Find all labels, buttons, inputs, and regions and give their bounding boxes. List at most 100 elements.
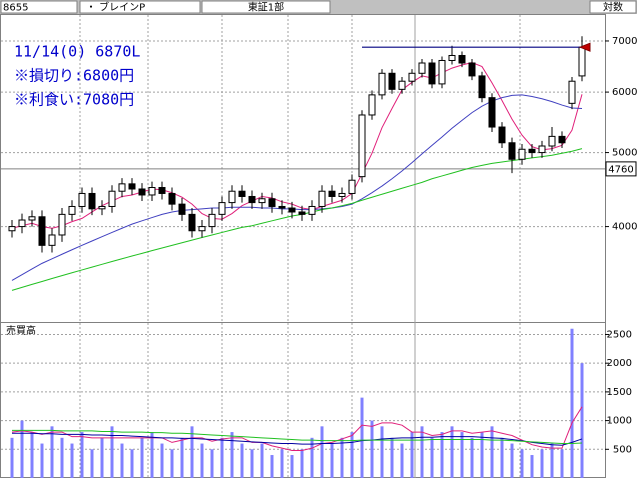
header-box bbox=[79, 0, 201, 14]
volume-bar bbox=[390, 437, 394, 478]
candle-body bbox=[38, 216, 46, 246]
candle-body bbox=[298, 211, 306, 215]
volume-bar bbox=[200, 443, 204, 478]
header-box bbox=[589, 0, 637, 14]
candle-body bbox=[478, 75, 486, 99]
candle-body bbox=[398, 80, 406, 90]
moving-average bbox=[11, 148, 583, 291]
header-box bbox=[201, 0, 331, 14]
volume-bar bbox=[430, 437, 434, 478]
volume-bar bbox=[520, 449, 524, 478]
candle-body bbox=[148, 187, 156, 196]
volume-bar bbox=[40, 443, 44, 478]
volume-bar bbox=[20, 420, 24, 478]
annotation: ※利食い:7080円 bbox=[14, 91, 134, 109]
volume-bar bbox=[440, 432, 444, 478]
price-marker-box bbox=[605, 161, 637, 177]
candle-body bbox=[428, 62, 436, 85]
candle-body bbox=[348, 179, 356, 194]
volume-bar bbox=[530, 455, 534, 478]
y-tick-label: 1500 bbox=[607, 387, 632, 398]
candle-body bbox=[408, 72, 416, 82]
candle-body bbox=[68, 205, 76, 215]
candle-body bbox=[448, 54, 456, 61]
volume-bar bbox=[190, 426, 194, 478]
volume-bar bbox=[360, 397, 364, 478]
volume-bar bbox=[410, 432, 414, 478]
candle-body bbox=[138, 188, 146, 196]
candle-body bbox=[108, 190, 116, 207]
candle-body bbox=[308, 205, 316, 215]
candle-body bbox=[198, 226, 206, 232]
volume-bar bbox=[100, 437, 104, 478]
candle-body bbox=[358, 114, 366, 178]
candle-body bbox=[388, 72, 396, 90]
candle-body bbox=[238, 190, 246, 197]
volume-bar bbox=[250, 449, 254, 478]
moving-average bbox=[11, 94, 583, 281]
candle-body bbox=[578, 46, 586, 77]
volume-bar bbox=[490, 426, 494, 478]
volume-bar bbox=[540, 449, 544, 478]
candle-body bbox=[168, 192, 176, 205]
volume-bar bbox=[210, 449, 214, 478]
volume-bar bbox=[160, 443, 164, 478]
candle-body bbox=[258, 198, 266, 204]
candle-body bbox=[28, 216, 36, 221]
candle-body bbox=[568, 80, 576, 104]
volume-bar bbox=[30, 432, 34, 478]
volume-bar bbox=[500, 437, 504, 478]
header-box bbox=[0, 0, 78, 14]
price-marker-label: 4760 bbox=[608, 164, 633, 175]
volume-bar bbox=[330, 443, 334, 478]
volume-bar bbox=[310, 437, 314, 478]
candle-body bbox=[368, 94, 376, 116]
candle-body bbox=[88, 192, 96, 210]
candle-body bbox=[468, 62, 476, 77]
volume-bar bbox=[510, 443, 514, 478]
candle-body bbox=[248, 195, 256, 204]
volume-bar bbox=[420, 426, 424, 478]
stock-name: ・ ブレインP bbox=[86, 1, 145, 14]
candle-body bbox=[8, 226, 16, 232]
volume-bar bbox=[320, 426, 324, 478]
volume-bar bbox=[70, 443, 74, 478]
candle-body bbox=[18, 219, 26, 228]
moving-average bbox=[11, 61, 583, 229]
candle-body bbox=[318, 190, 326, 207]
candle-body bbox=[128, 183, 136, 190]
candle-body bbox=[488, 97, 496, 128]
candle-body bbox=[558, 135, 566, 144]
volume-bar bbox=[140, 437, 144, 478]
volume-bar bbox=[550, 443, 554, 478]
y-tick-label: 2500 bbox=[607, 329, 632, 340]
target-arrow bbox=[578, 42, 591, 52]
volume-bar bbox=[60, 437, 64, 478]
volume-bar bbox=[270, 455, 274, 478]
candle-body bbox=[548, 135, 556, 147]
y-tick-label: 7000 bbox=[612, 36, 637, 47]
volume-bar bbox=[230, 432, 234, 478]
volume-bar bbox=[460, 432, 464, 478]
volume-bar bbox=[280, 449, 284, 478]
candle-body bbox=[438, 59, 446, 85]
volume-bar bbox=[150, 432, 154, 478]
volume-bar bbox=[260, 443, 264, 478]
candle-body bbox=[58, 213, 66, 236]
annotation: 11/14(0) 6870L bbox=[14, 43, 140, 61]
volume-bar bbox=[10, 437, 14, 478]
candle-body bbox=[208, 213, 216, 228]
market: 東証1部 bbox=[248, 1, 284, 14]
volume-bar bbox=[240, 443, 244, 478]
volume-bar bbox=[380, 426, 384, 478]
volume-bar bbox=[560, 449, 564, 478]
volume-bar bbox=[90, 449, 94, 478]
candle-body bbox=[508, 142, 516, 160]
volume-bar bbox=[220, 437, 224, 478]
candle-body bbox=[228, 190, 236, 204]
volume-bar bbox=[130, 449, 134, 478]
volume-bar bbox=[80, 432, 84, 478]
candle-body bbox=[158, 187, 166, 194]
y-tick-label: 1000 bbox=[607, 416, 632, 427]
candle-body bbox=[328, 190, 336, 197]
